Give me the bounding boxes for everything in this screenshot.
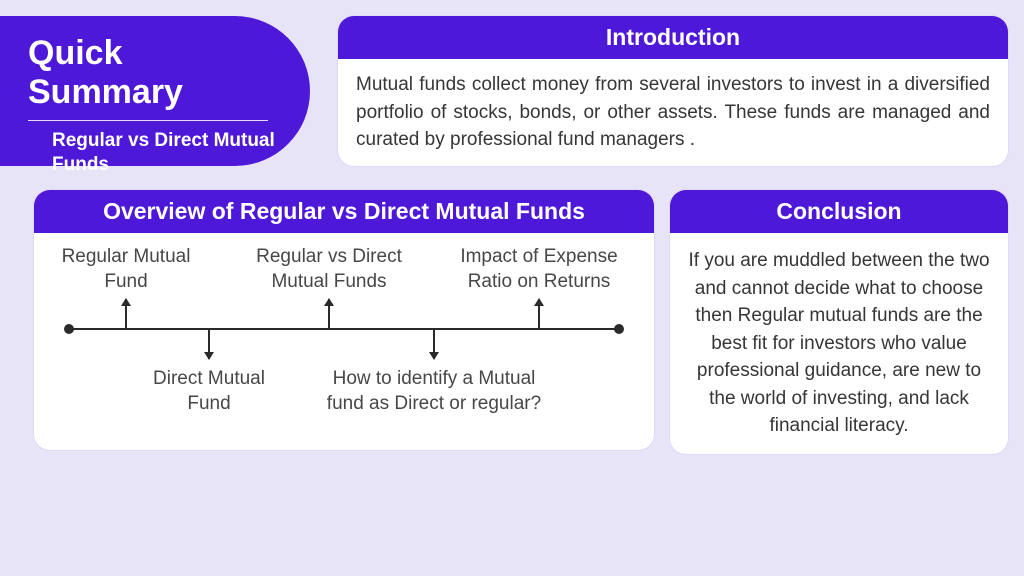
summary-divider bbox=[28, 120, 268, 121]
timeline-arrow-down-icon bbox=[433, 330, 435, 359]
timeline-axis bbox=[68, 328, 620, 330]
timeline-item-expense-ratio: Impact of Expense Ratio on Returns bbox=[454, 245, 624, 294]
timeline-end-dot bbox=[614, 324, 624, 334]
timeline-arrow-up-icon bbox=[328, 299, 330, 328]
timeline-item-regular-mutual-fund: Regular Mutual Fund bbox=[56, 245, 196, 294]
timeline-arrow-up-icon bbox=[125, 299, 127, 328]
conclusion-body: If you are muddled between the two and c… bbox=[670, 233, 1008, 454]
overview-card: Overview of Regular vs Direct Mutual Fun… bbox=[34, 190, 654, 450]
timeline-item-regular-vs-direct: Regular vs Direct Mutual Funds bbox=[244, 245, 414, 294]
overview-timeline: Regular Mutual Fund Regular vs Direct Mu… bbox=[34, 233, 654, 443]
summary-title: Quick Summary bbox=[28, 34, 282, 112]
summary-subtitle: Regular vs Direct Mutual Funds bbox=[28, 129, 282, 177]
introduction-header: Introduction bbox=[338, 16, 1008, 59]
timeline-arrow-down-icon bbox=[208, 330, 210, 359]
conclusion-card: Conclusion If you are muddled between th… bbox=[670, 190, 1008, 454]
overview-header: Overview of Regular vs Direct Mutual Fun… bbox=[34, 190, 654, 233]
timeline-start-dot bbox=[64, 324, 74, 334]
introduction-card: Introduction Mutual funds collect money … bbox=[338, 16, 1008, 166]
introduction-body: Mutual funds collect money from several … bbox=[338, 59, 1008, 166]
timeline-item-how-to-identify: How to identify a Mutual fund as Direct … bbox=[319, 367, 549, 416]
conclusion-header: Conclusion bbox=[670, 190, 1008, 233]
timeline-item-direct-mutual-fund: Direct Mutual Fund bbox=[134, 367, 284, 416]
quick-summary-badge: Quick Summary Regular vs Direct Mutual F… bbox=[0, 16, 310, 166]
timeline-arrow-up-icon bbox=[538, 299, 540, 328]
